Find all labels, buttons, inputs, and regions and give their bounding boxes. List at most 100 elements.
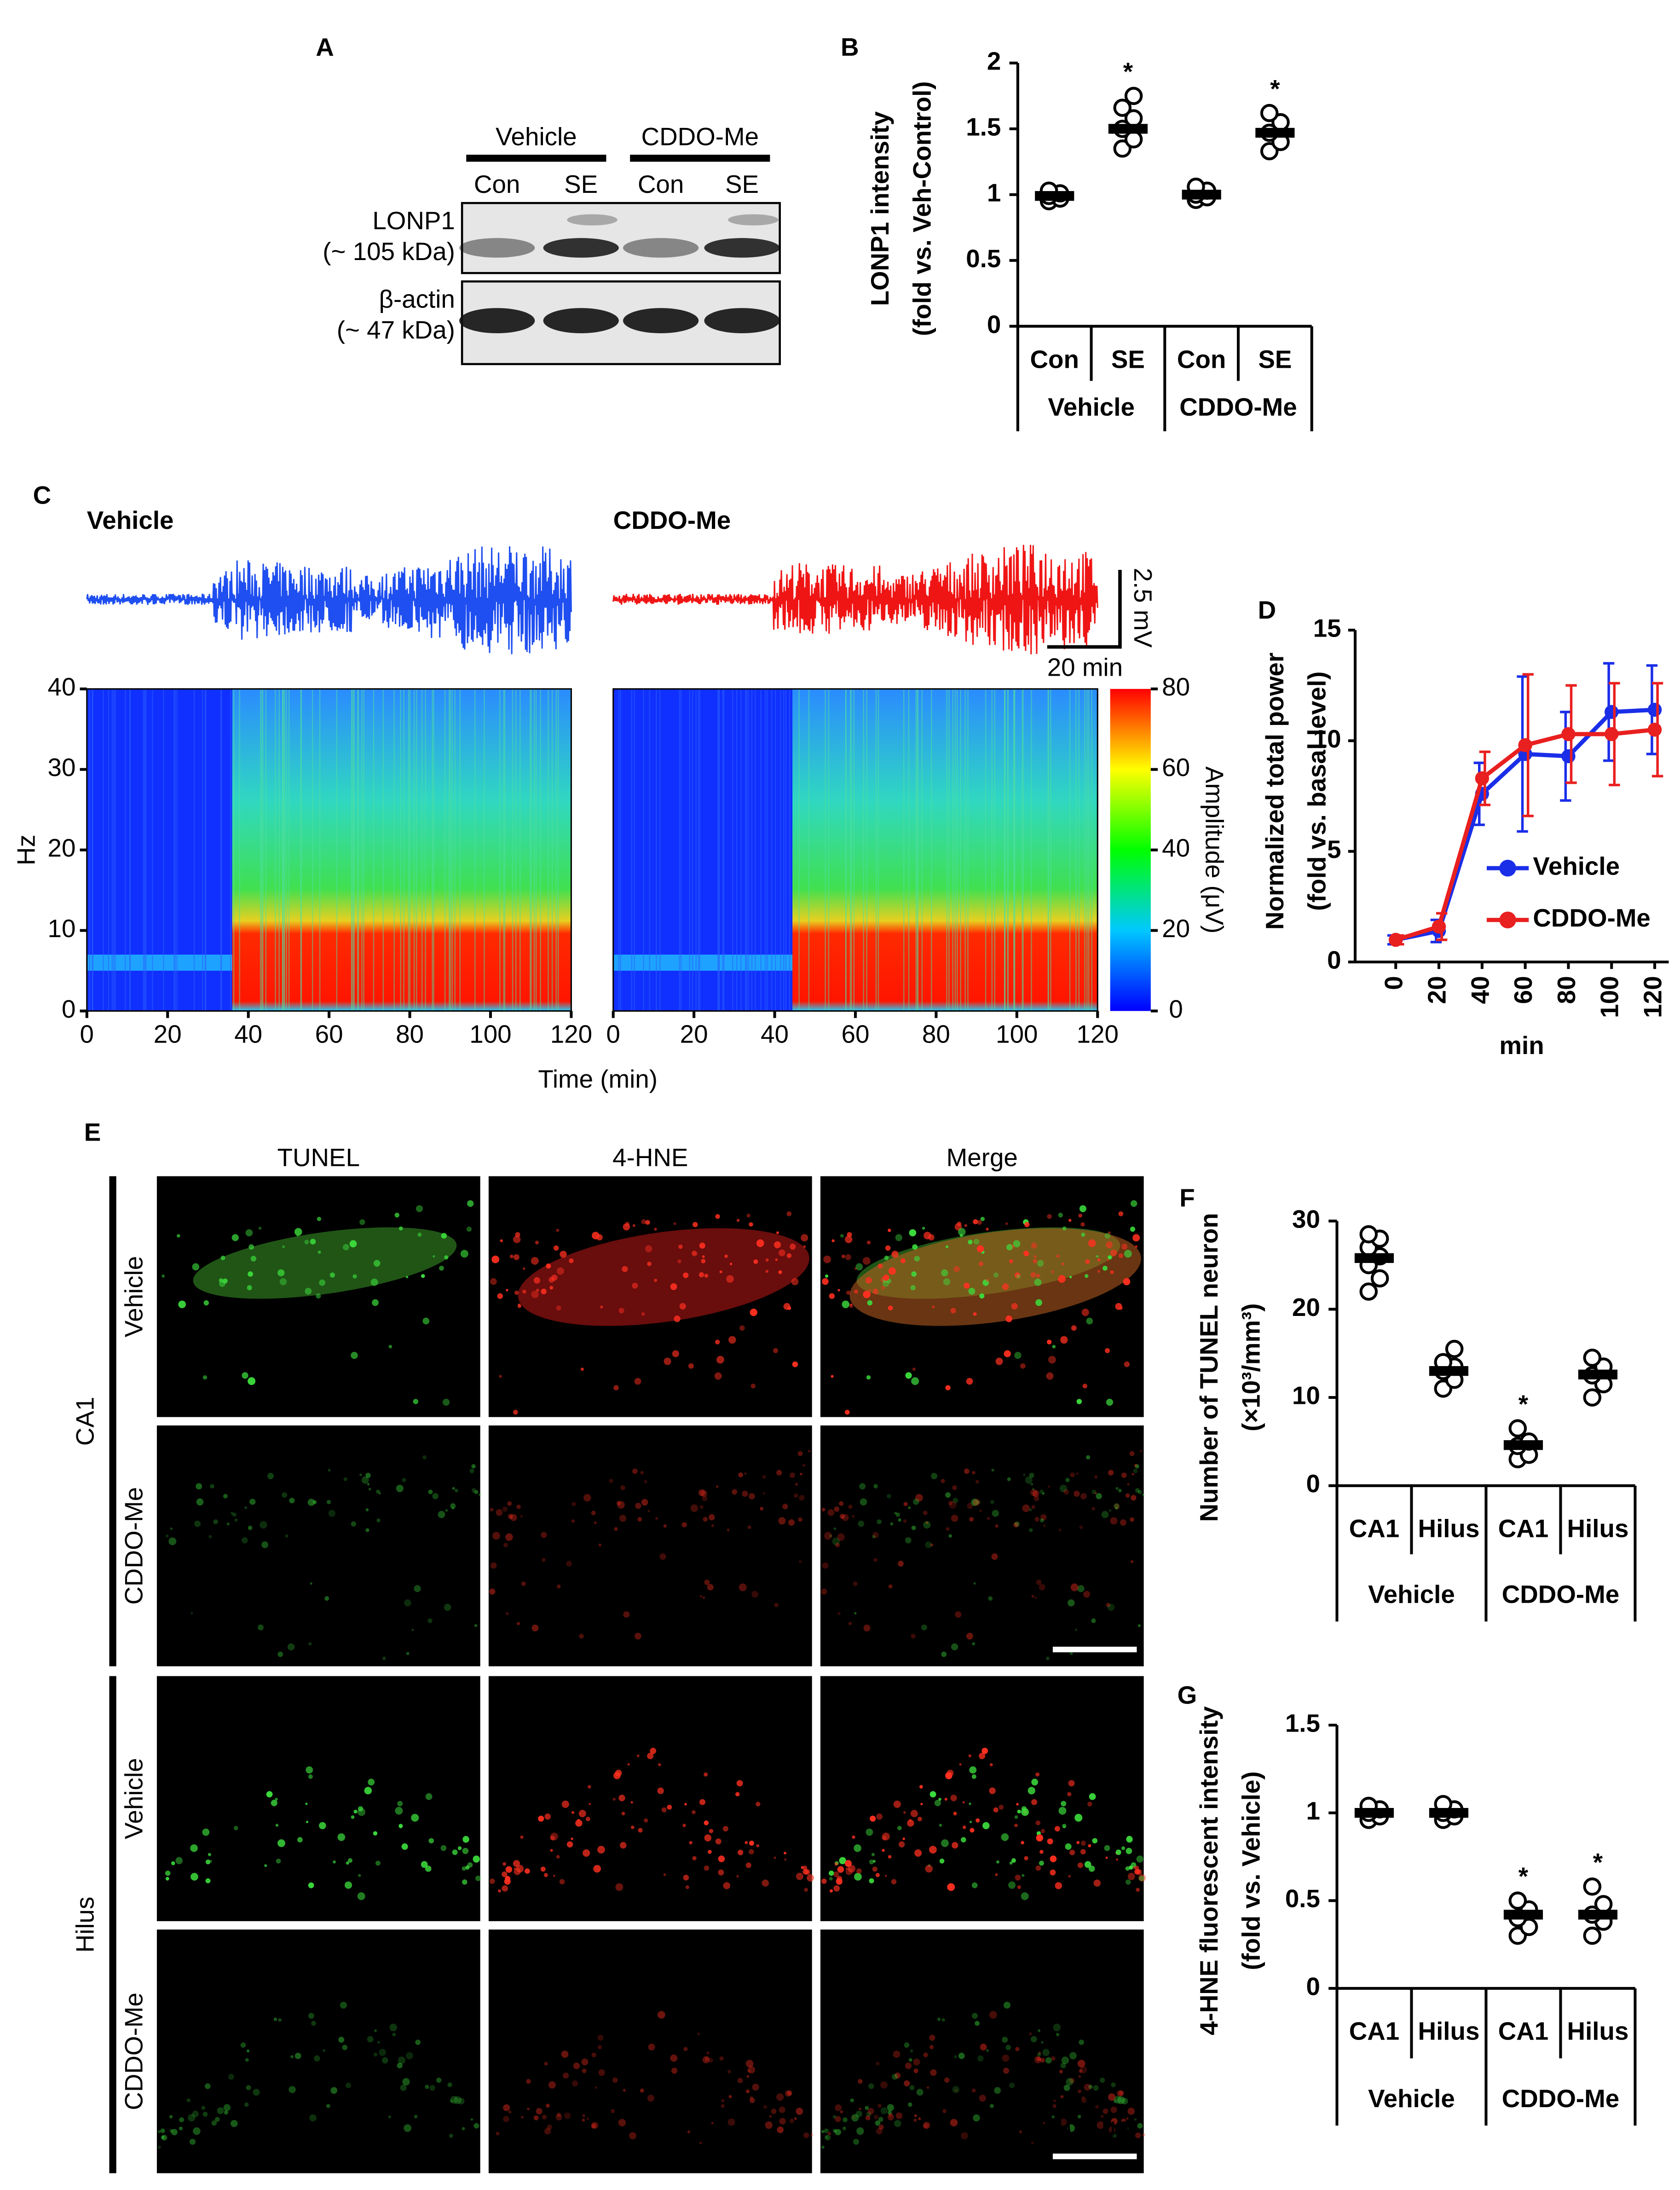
fluorescent-spot bbox=[1107, 1258, 1109, 1261]
fluorescent-spot bbox=[1077, 2089, 1082, 2093]
significance: * bbox=[1518, 1390, 1529, 1418]
fluorescent-spot bbox=[414, 1585, 421, 1592]
fluorescent-spot bbox=[621, 1812, 625, 1816]
fluorescent-spot bbox=[762, 1475, 766, 1479]
fluorescent-spot bbox=[1050, 1855, 1057, 1862]
fluorescent-spot bbox=[1039, 1860, 1044, 1866]
condition-label: Vehicle bbox=[120, 1758, 148, 1839]
fluorescent-spot bbox=[591, 2122, 599, 2129]
fluorescent-spot bbox=[600, 1305, 603, 1309]
fluorescent-spot bbox=[749, 2097, 755, 2103]
fluorescent-spot bbox=[1117, 2096, 1125, 2104]
fluorescent-spot bbox=[1134, 1869, 1140, 1875]
fluorescent-spot bbox=[692, 1810, 696, 1814]
fluorescent-spot bbox=[546, 2103, 550, 2108]
fluorescent-spot bbox=[249, 1499, 256, 1505]
fluorescent-spot bbox=[630, 1825, 635, 1829]
fluorescent-spot bbox=[632, 1282, 638, 1289]
fluorescent-spot bbox=[1036, 2057, 1041, 2062]
fluorescent-spot bbox=[801, 1234, 808, 1242]
fluorescent-spot bbox=[470, 2118, 473, 2121]
fluorescent-spot bbox=[747, 1525, 751, 1530]
fluorescent-spot bbox=[667, 1804, 672, 1810]
fluorescent-spot bbox=[821, 1507, 826, 1512]
y-tick-label: 1.5 bbox=[1285, 1709, 1320, 1737]
fluorescent-spot bbox=[840, 2110, 843, 2114]
fluorescent-spot bbox=[450, 1503, 456, 1509]
fluorescent-spot bbox=[647, 1510, 650, 1512]
fluorescent-spot bbox=[1096, 1493, 1102, 1500]
x-tick-label: 100 bbox=[996, 1020, 1038, 1049]
fluorescent-spot bbox=[310, 1239, 316, 1245]
fluorescent-spot bbox=[746, 1213, 751, 1218]
fluorescent-spot bbox=[762, 1492, 766, 1495]
fluorescent-spot bbox=[1015, 2047, 1020, 2051]
data-point bbox=[1561, 727, 1576, 742]
fluorescent-spot bbox=[829, 1293, 835, 1299]
fluorescent-spot bbox=[582, 2118, 585, 2122]
fluorescent-spot bbox=[979, 1262, 983, 1266]
fluorescent-spot bbox=[176, 1234, 180, 1238]
fluorescent-spot bbox=[170, 1527, 173, 1530]
fluorescent-spot bbox=[941, 2018, 945, 2022]
fluorescent-spot bbox=[513, 1409, 518, 1415]
fluorescent-spot bbox=[756, 1844, 760, 1848]
fluorescent-spot bbox=[704, 1820, 709, 1825]
y-axis-label: Number of TUNEL neuron bbox=[1195, 1213, 1223, 1522]
fluorescent-spot bbox=[865, 2106, 869, 2110]
fluorescent-spot bbox=[739, 1325, 745, 1331]
fluorescent-spot bbox=[171, 2129, 178, 2136]
scale-bar-label: 100 μm bbox=[1052, 2112, 1137, 2141]
fluorescent-spot bbox=[338, 2037, 345, 2043]
fluorescent-spot bbox=[689, 1841, 693, 1845]
fluorescent-spot bbox=[1108, 2093, 1116, 2101]
fluorescent-spot bbox=[1004, 1350, 1011, 1357]
fluorescent-spot bbox=[1051, 2056, 1056, 2061]
fluorescent-spot bbox=[521, 2115, 524, 2119]
fluorescent-spot bbox=[365, 1528, 369, 1532]
mean-bar bbox=[1255, 127, 1295, 138]
fluorescent-spot bbox=[876, 2128, 883, 2135]
fluorescent-spot bbox=[442, 1398, 450, 1406]
fluorescent-spot bbox=[516, 1622, 520, 1625]
fluorescent-spot bbox=[613, 1385, 619, 1390]
fluorescent-spot bbox=[775, 1258, 778, 1261]
fluorescent-spot bbox=[944, 2077, 950, 2083]
fluorescent-spot bbox=[196, 1483, 202, 1490]
fluorescent-spot bbox=[427, 1618, 433, 1623]
fluorescent-spot bbox=[970, 1828, 975, 1833]
fluorescent-spot bbox=[702, 1495, 708, 1501]
fluorescent-spot bbox=[904, 2080, 910, 2087]
y-tick-label: 30 bbox=[1292, 1205, 1320, 1233]
fluorescent-spot bbox=[985, 1279, 989, 1282]
fluorescent-spot bbox=[901, 1258, 906, 1263]
significance: * bbox=[1270, 74, 1280, 103]
fluorescent-spot bbox=[561, 1800, 569, 1808]
fluorescent-spot bbox=[347, 1858, 352, 1863]
fluorescent-spot bbox=[392, 2033, 396, 2037]
fluorescent-spot bbox=[709, 1829, 714, 1833]
fluorescent-spot bbox=[873, 1484, 878, 1489]
fluorescent-spot bbox=[309, 2114, 317, 2122]
fluorescent-spot bbox=[462, 1879, 468, 1885]
fluorescent-spot bbox=[632, 1468, 638, 1474]
fluorescent-spot bbox=[1067, 1792, 1072, 1796]
fluorescent-spot bbox=[721, 2099, 724, 2103]
fluorescent-spot bbox=[922, 1227, 925, 1230]
fluorescent-spot bbox=[930, 1543, 934, 1547]
fluorescent-spot bbox=[546, 1263, 551, 1269]
fluorescent-spot bbox=[1136, 1888, 1140, 1892]
fluorescent-spot bbox=[389, 2023, 397, 2032]
fluorescent-spot bbox=[845, 1235, 853, 1243]
fluorescent-spot bbox=[914, 1256, 920, 1262]
fluorescent-spot bbox=[648, 2044, 655, 2051]
fluorescent-spot bbox=[619, 1515, 627, 1522]
fluorescent-spot bbox=[699, 1595, 703, 1598]
fluorescent-spot bbox=[650, 1748, 657, 1754]
mean-bar bbox=[1182, 190, 1221, 200]
fluorescent-spot bbox=[907, 1819, 914, 1827]
fluorescent-spot bbox=[829, 1877, 833, 1881]
fluorescent-spot bbox=[854, 1844, 861, 1852]
fluorescent-spot bbox=[1054, 1826, 1060, 1832]
y-tick-label: 20 bbox=[48, 834, 76, 862]
